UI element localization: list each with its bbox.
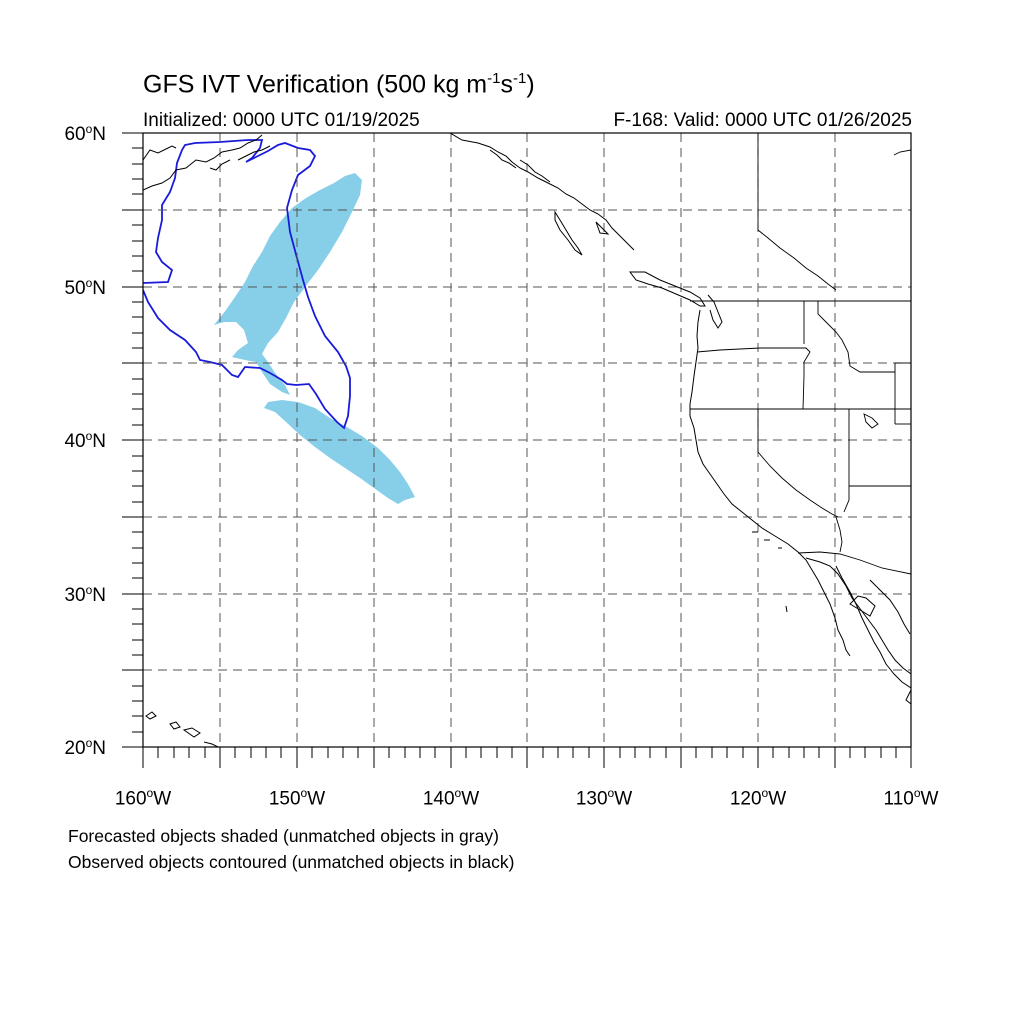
observed-objects [143, 139, 351, 430]
lat-label-50n: 50oN [64, 275, 106, 300]
valid-time-label: F-168: Valid: 0000 UTC 01/26/2025 [613, 110, 912, 131]
lon-label-140w: 140oW [422, 786, 480, 810]
coastlines [143, 133, 911, 747]
initialized-label: Initialized: 0000 UTC 01/19/2025 [143, 110, 420, 131]
forecast-object-south [264, 400, 415, 504]
figure-title: GFS IVT Verification (500 kg m-1s-1) [143, 70, 535, 99]
lat-label-60n: 60oN [64, 121, 106, 146]
footer-note-observed: Observed objects contoured (unmatched ob… [68, 852, 515, 872]
lon-label-120w: 120oW [729, 786, 787, 810]
lon-label-110w: 110oW [883, 786, 939, 810]
gridlines [143, 133, 911, 747]
observed-object-contour [143, 139, 351, 430]
lat-label-40n: 40oN [64, 428, 106, 453]
lat-label-20n: 20oN [64, 735, 106, 760]
footer-note-forecast: Forecasted objects shaded (unmatched obj… [68, 826, 499, 846]
lon-label-130w: 130oW [575, 786, 633, 810]
forecast-object-north [214, 173, 362, 395]
boundaries [690, 133, 911, 575]
forecast-objects [214, 173, 415, 504]
lon-label-160w: 160oW [114, 786, 172, 810]
lat-label-30n: 30oN [64, 582, 106, 607]
lon-label-150w: 150oW [268, 786, 326, 810]
tick-marks [122, 132, 912, 768]
